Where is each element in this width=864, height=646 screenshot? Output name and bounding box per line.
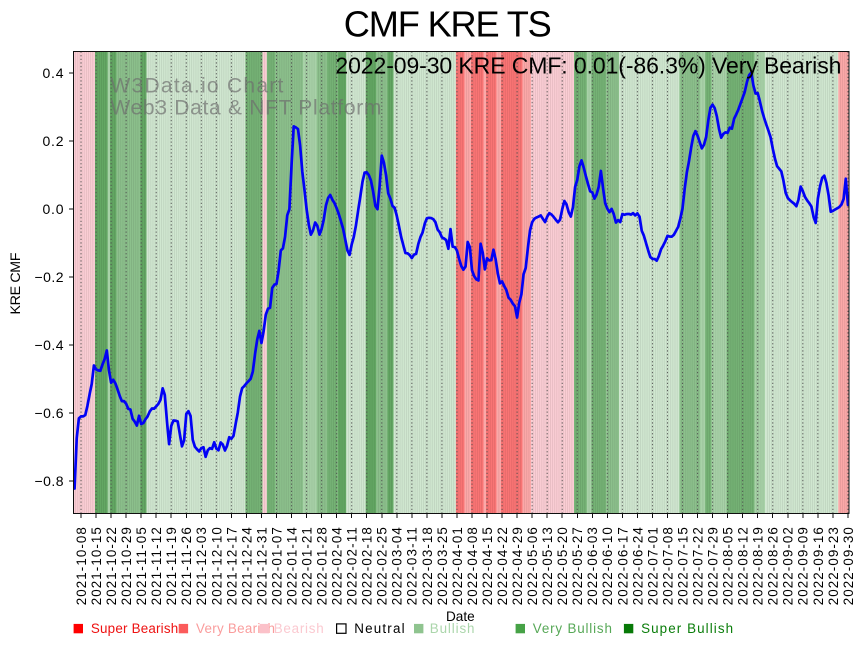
svg-text:−0.6: −0.6 (35, 405, 64, 421)
svg-text:CMF KRE TS: CMF KRE TS (344, 3, 552, 44)
svg-text:W3Data.io Chart: W3Data.io Chart (110, 74, 283, 97)
svg-text:2022-07-01: 2022-07-01 (645, 527, 660, 605)
svg-text:2022-02-25: 2022-02-25 (375, 527, 390, 605)
svg-text:2022-09-30: 2022-09-30 (841, 527, 856, 605)
svg-text:Super Bullish: Super Bullish (641, 621, 733, 636)
svg-text:2022-08-05: 2022-08-05 (721, 527, 736, 605)
svg-text:2022-08-19: 2022-08-19 (751, 527, 766, 605)
svg-text:2022-05-13: 2022-05-13 (540, 527, 555, 605)
svg-text:0.2: 0.2 (43, 133, 64, 149)
svg-text:2022-04-29: 2022-04-29 (510, 527, 525, 605)
svg-text:2022-03-18: 2022-03-18 (420, 527, 435, 605)
svg-text:2022-09-30 KRE CMF: 0.01(-86.3: 2022-09-30 KRE CMF: 0.01(-86.3%) Very Be… (335, 52, 841, 78)
svg-text:2022-09-02: 2022-09-02 (781, 527, 796, 605)
svg-text:2021-10-08: 2021-10-08 (74, 527, 89, 605)
svg-text:2022-01-07: 2022-01-07 (269, 527, 284, 605)
svg-text:2022-05-06: 2022-05-06 (525, 527, 540, 605)
svg-text:−0.8: −0.8 (35, 473, 64, 489)
svg-text:Very Bearish: Very Bearish (196, 621, 275, 636)
svg-text:2021-10-22: 2021-10-22 (104, 527, 119, 605)
svg-text:Super Bearish: Super Bearish (91, 621, 178, 636)
svg-text:Date: Date (446, 609, 475, 624)
svg-text:−0.4: −0.4 (35, 337, 64, 353)
svg-text:2022-06-24: 2022-06-24 (630, 527, 645, 606)
svg-text:2022-02-04: 2022-02-04 (330, 527, 345, 606)
svg-text:2022-07-15: 2022-07-15 (675, 527, 690, 605)
svg-text:Bearish: Bearish (274, 621, 324, 636)
svg-text:2022-05-20: 2022-05-20 (555, 527, 570, 605)
svg-text:2022-01-14: 2022-01-14 (284, 527, 299, 606)
svg-text:2022-06-17: 2022-06-17 (615, 527, 630, 605)
svg-text:2022-02-18: 2022-02-18 (360, 527, 375, 605)
svg-text:2022-09-09: 2022-09-09 (796, 527, 811, 605)
svg-text:2022-04-15: 2022-04-15 (480, 527, 495, 605)
svg-text:KRE CMF: KRE CMF (8, 252, 24, 314)
svg-text:Web3 Data & NFT Platform: Web3 Data & NFT Platform (110, 96, 381, 119)
svg-text:0.0: 0.0 (43, 201, 64, 217)
svg-text:2022-07-29: 2022-07-29 (705, 527, 720, 605)
svg-text:2022-05-27: 2022-05-27 (570, 527, 585, 605)
svg-text:2021-10-15: 2021-10-15 (89, 527, 104, 605)
svg-text:2022-07-22: 2022-07-22 (690, 527, 705, 605)
svg-text:2022-07-08: 2022-07-08 (660, 527, 675, 605)
svg-text:2022-06-03: 2022-06-03 (585, 527, 600, 605)
svg-text:2022-04-01: 2022-04-01 (450, 527, 465, 605)
svg-text:2021-12-31: 2021-12-31 (254, 527, 269, 605)
svg-text:2022-01-28: 2022-01-28 (315, 527, 330, 605)
svg-text:2021-12-10: 2021-12-10 (209, 527, 224, 605)
svg-text:2022-09-16: 2022-09-16 (811, 527, 826, 605)
svg-text:2022-04-22: 2022-04-22 (495, 527, 510, 605)
svg-text:2022-03-25: 2022-03-25 (435, 527, 450, 605)
svg-text:2021-12-24: 2021-12-24 (239, 527, 254, 606)
svg-text:2022-09-23: 2022-09-23 (826, 527, 841, 605)
svg-text:2022-08-26: 2022-08-26 (766, 527, 781, 605)
svg-text:Neutral: Neutral (354, 621, 404, 636)
svg-text:2022-08-12: 2022-08-12 (736, 527, 751, 605)
svg-text:0.4: 0.4 (43, 65, 64, 81)
svg-text:2021-12-17: 2021-12-17 (224, 527, 239, 605)
svg-text:Bullish: Bullish (430, 621, 475, 636)
svg-text:2022-01-21: 2022-01-21 (299, 527, 314, 605)
svg-text:2022-03-04: 2022-03-04 (390, 527, 405, 606)
svg-text:2022-04-08: 2022-04-08 (465, 527, 480, 605)
svg-text:2021-12-03: 2021-12-03 (194, 527, 209, 605)
svg-text:2021-10-29: 2021-10-29 (119, 527, 134, 605)
svg-text:−0.2: −0.2 (35, 269, 64, 285)
svg-text:2022-06-10: 2022-06-10 (600, 527, 615, 605)
svg-text:Very Bullish: Very Bullish (533, 621, 612, 636)
